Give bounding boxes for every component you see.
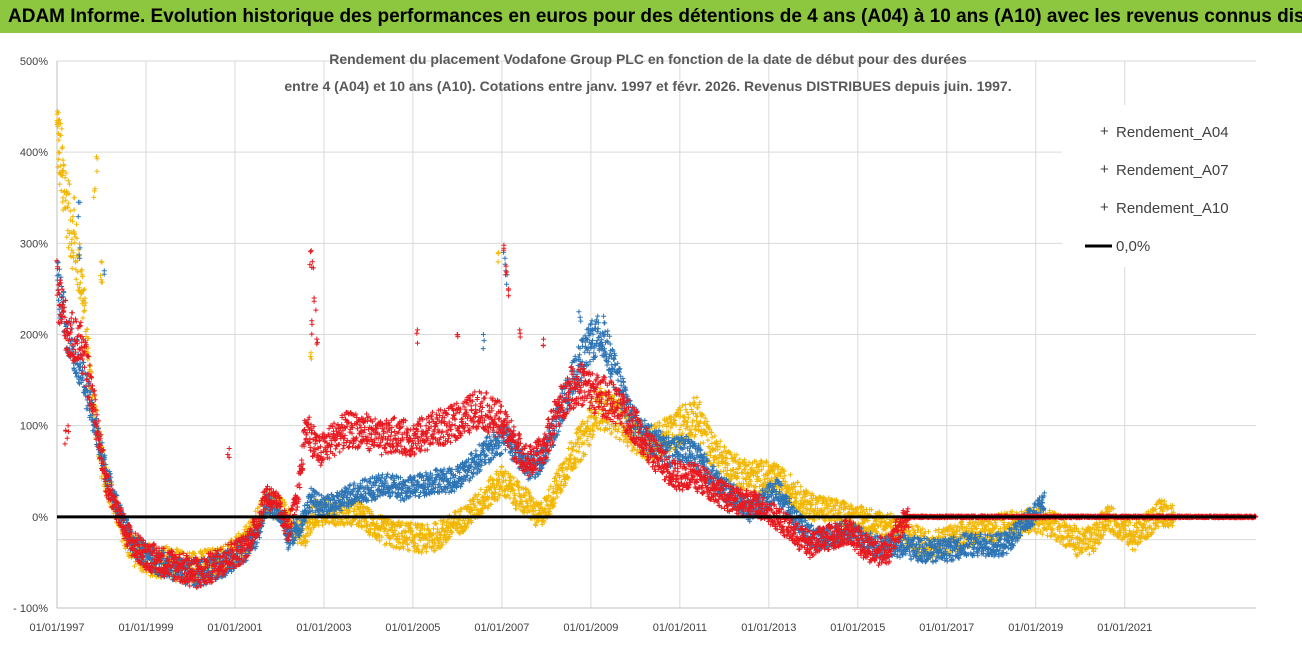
x-tick-label: 01/01/2007 — [474, 622, 529, 634]
chart-title-line2: entre 4 (A04) et 10 ans (A10). Cotations… — [284, 78, 1011, 94]
legend-label-zero: 0,0% — [1116, 238, 1150, 255]
legend-label-a07: Rendement_A07 — [1116, 162, 1229, 179]
x-tick-label: 01/01/1997 — [29, 622, 84, 634]
x-tick-label: 01/01/2003 — [296, 622, 351, 634]
legend-label-a04: Rendement_A04 — [1116, 124, 1229, 141]
chart-legend: + Rendement_A04 + Rendement_A07 + Rendem… — [1062, 105, 1262, 267]
x-tick-label: 01/01/2001 — [207, 622, 262, 634]
x-axis-ticks: 01/01/1997 01/01/1999 01/01/2001 01/01/2003… — [29, 622, 1152, 634]
performance-chart: 500%400%300%200%100%0%- 100% 01/01/1997 0… — [0, 33, 1302, 647]
x-tick-label: 01/01/1999 — [118, 622, 173, 634]
x-tick-label: 01/01/2009 — [563, 622, 618, 634]
legend-box — [1062, 105, 1262, 267]
y-tick-label: 500% — [20, 56, 48, 68]
legend-marker-a07: + — [1100, 161, 1109, 178]
x-tick-label: 01/01/2021 — [1097, 622, 1152, 634]
y-tick-label: 0% — [32, 512, 48, 524]
x-tick-label: 01/01/2017 — [919, 622, 974, 634]
spike-points-rendement_a04 — [54, 108, 501, 362]
y-tick-label: 400% — [20, 147, 48, 159]
x-tick-label: 01/01/2015 — [830, 622, 885, 634]
legend-marker-a04: + — [1100, 123, 1109, 140]
legend-label-a10: Rendement_A10 — [1116, 200, 1229, 217]
legend-marker-a10: + — [1100, 199, 1109, 216]
x-tick-label: 01/01/2013 — [741, 622, 796, 634]
y-tick-label: 300% — [20, 238, 48, 250]
x-tick-label: 01/01/2005 — [385, 622, 440, 634]
x-tick-label: 01/01/2011 — [653, 622, 707, 634]
y-tick-label: 200% — [20, 330, 48, 342]
x-tick-label: 01/01/2019 — [1008, 622, 1063, 634]
chart-title-line1: Rendement du placement Vodafone Group PL… — [329, 51, 967, 67]
y-axis-ticks: 500% 400% 300% 200% 100% 0% - 100% — [13, 56, 48, 615]
report-banner: ADAM Informe. Evolution historique des p… — [0, 0, 1302, 33]
series-points — [54, 108, 1259, 591]
y-tick-label: - 100% — [13, 603, 48, 615]
spike-points-rendement_a10 — [62, 242, 546, 460]
y-tick-label: 100% — [20, 421, 48, 433]
